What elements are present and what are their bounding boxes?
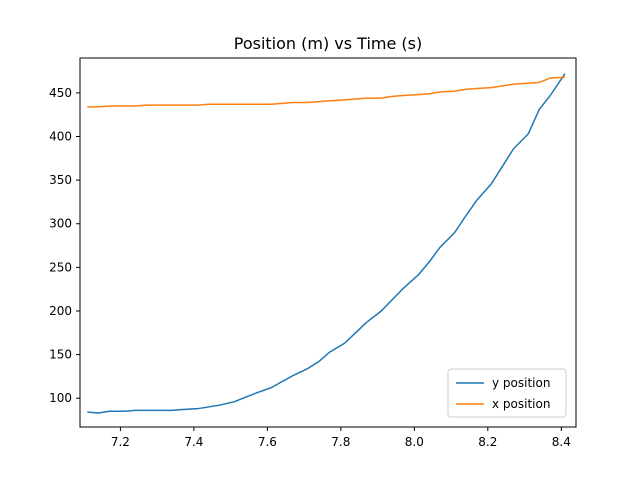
y-tick-label: 250 [49,260,72,274]
legend-box [447,368,567,418]
y-tick-label: 300 [49,217,72,231]
legend-label: y position [492,376,550,390]
x-tick-label: 8.2 [478,435,497,449]
x-tick-label: 7.8 [331,435,350,449]
axes-frame [79,57,577,428]
plot-area: 7.2 7.4 7.6 7.8 8.0 8.2 8.4 100 150 200 250 300 350… [49,57,577,449]
y-axis: 100 150 200 250 300 350 400 450 [49,86,80,405]
legend-label: x position [492,397,550,411]
chart-title: Position (m) vs Time (s) [234,34,423,53]
y-tick-label: 400 [49,130,72,144]
series-line-x-position [87,76,566,108]
y-tick-label: 450 [49,86,72,100]
x-axis: 7.2 7.4 7.6 7.8 8.0 8.2 8.4 [111,427,571,449]
y-tick-label: 100 [49,391,72,405]
x-tick-label: 7.6 [258,435,277,449]
x-tick-label: 8.4 [552,435,571,449]
x-tick-label: 8.0 [405,435,424,449]
y-tick-label: 150 [49,348,72,362]
series-line-y-position [87,73,566,414]
y-tick-label: 350 [49,173,72,187]
x-tick-label: 7.2 [111,435,130,449]
legend: y position x position [447,368,567,418]
x-tick-label: 7.4 [184,435,203,449]
y-tick-label: 200 [49,304,72,318]
series-layer [87,73,566,414]
